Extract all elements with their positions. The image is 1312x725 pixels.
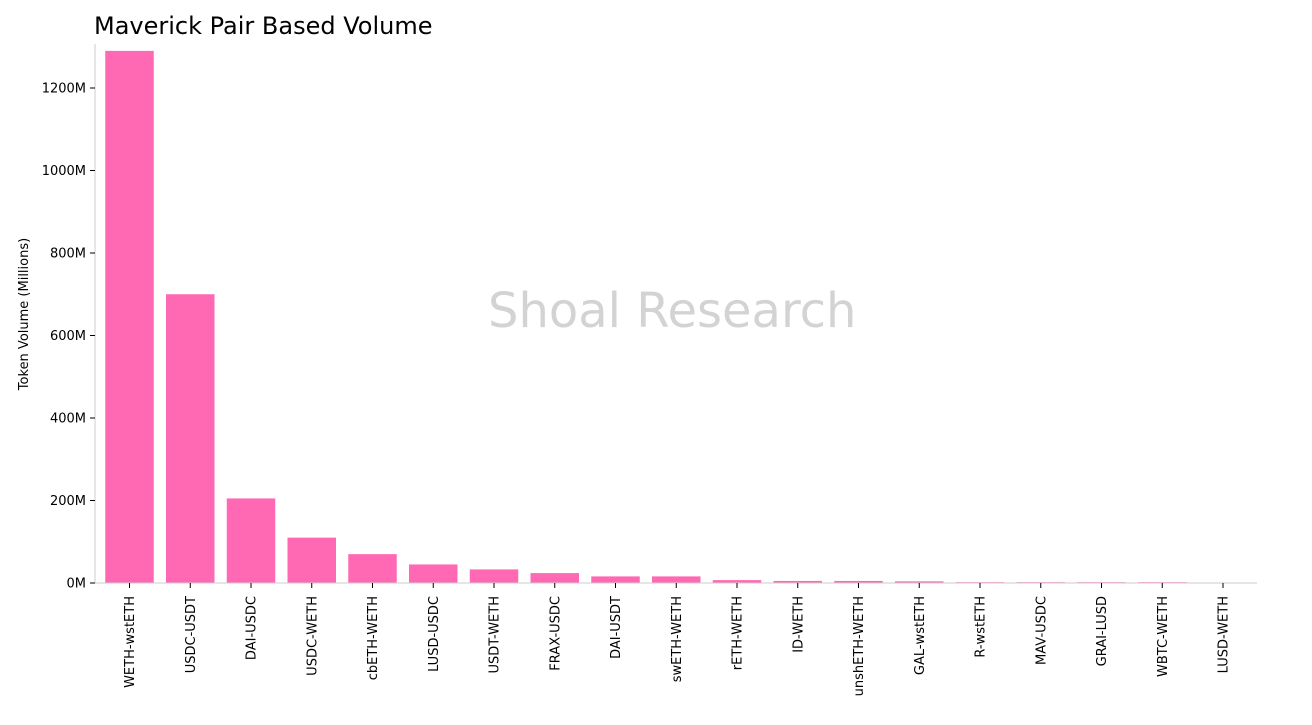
y-tick-label: 1200M: [42, 82, 86, 97]
y-tick-label: 800M: [50, 247, 86, 262]
bar: [652, 576, 701, 583]
x-tick-label: DAI-USDC: [245, 596, 260, 660]
x-tick-label: cbETH-WETH: [366, 596, 381, 680]
y-tick-label: 200M: [50, 494, 86, 509]
bar: [834, 580, 883, 583]
y-tick-label: 1000M: [42, 164, 86, 179]
bar: [166, 294, 215, 583]
x-tick-label: R-wstETH: [974, 596, 989, 658]
bar: [530, 573, 579, 583]
chart-title: Maverick Pair Based Volume: [94, 12, 433, 40]
bar: [409, 564, 458, 583]
bars-group: [105, 50, 1248, 583]
x-tick-label: rETH-WETH: [731, 596, 746, 670]
x-tick-label: GRAI-LUSD: [1095, 596, 1110, 666]
x-tick-label: USDT-WETH: [488, 596, 503, 673]
x-tick-label: DAI-USDT: [609, 596, 624, 659]
y-tick-label: 600M: [50, 329, 86, 344]
bar: [591, 576, 640, 583]
bar: [226, 498, 276, 583]
x-tick-label: WBTC-WETH: [1156, 596, 1171, 677]
bar: [287, 537, 336, 583]
x-tick-label: swETH-WETH: [670, 596, 685, 682]
watermark: Shoal Research: [488, 283, 857, 339]
axes-group: 0M 200M 400M 600M 800M 1000M 1200M WETH-wstETH U…: [42, 44, 1257, 696]
bar: [348, 554, 397, 583]
x-tick-label: ID-WETH: [791, 596, 806, 653]
y-axis-label: Token Volume (Millions): [17, 238, 32, 391]
x-tick-label: FRAX-USDC: [548, 596, 563, 671]
bar: [712, 580, 762, 583]
bar: [773, 580, 822, 583]
bar: [105, 50, 154, 583]
bar: [469, 569, 519, 583]
bar: [895, 581, 944, 583]
x-tick-label: LUSD-WETH: [1217, 596, 1232, 673]
x-tick-label: GAL-wstETH: [913, 596, 928, 675]
y-tick-label: 400M: [50, 412, 86, 427]
x-tick-label: MAV-USDC: [1034, 596, 1049, 665]
x-tick-label: USDC-WETH: [305, 596, 320, 676]
x-tick-label: unshETH-WETH: [852, 596, 867, 696]
x-tick-label: USDC-USDT: [184, 596, 199, 673]
y-tick-label: 0M: [67, 577, 87, 592]
x-tick-label: WETH-wstETH: [123, 596, 138, 688]
x-tick-label: LUSD-USDC: [427, 596, 442, 672]
